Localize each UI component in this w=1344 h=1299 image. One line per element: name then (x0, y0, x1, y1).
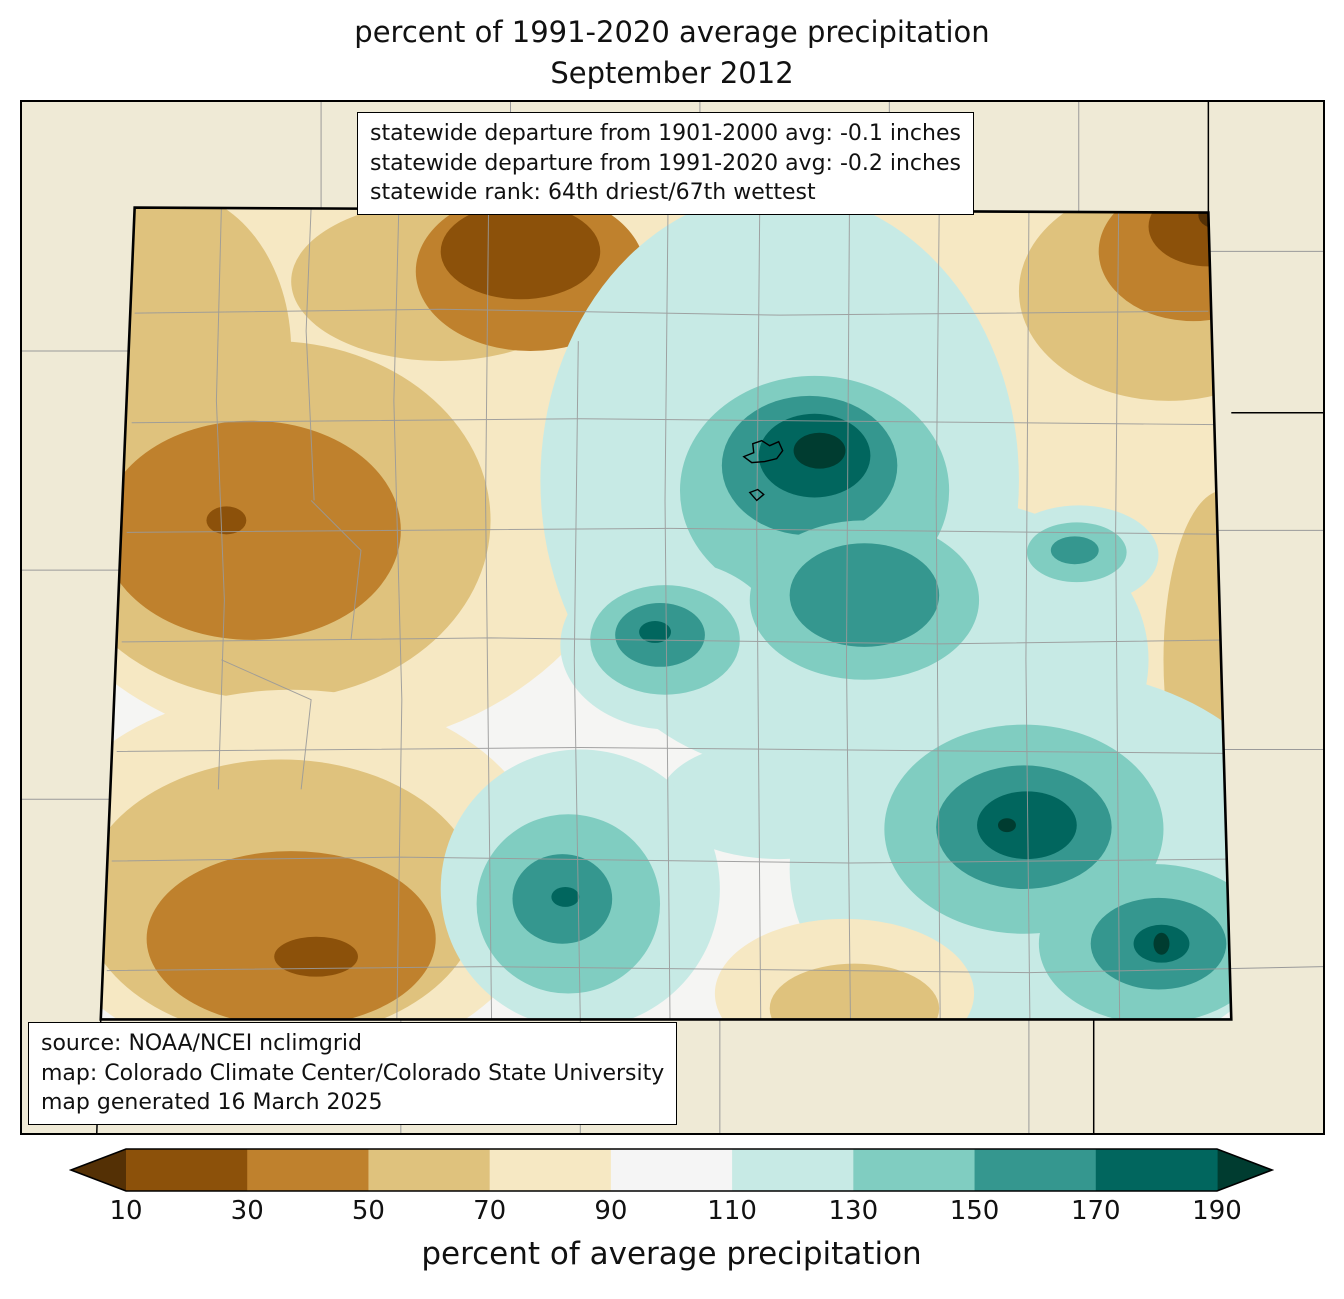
colorbar-tick-label: 170 (1070, 1196, 1121, 1226)
colorbar-tick-label: 150 (949, 1196, 1000, 1226)
colorbar-tick-label: 50 (351, 1196, 385, 1226)
colorbar-tick-label: 110 (707, 1196, 757, 1226)
colorbar-svg (68, 1148, 1275, 1192)
colorado-precipitation-map-svg (22, 102, 1323, 1133)
stats-line-1: statewide departure from 1901-2000 avg: … (370, 121, 961, 146)
denver-county-outline (742, 439, 784, 502)
colorbar-tick-label: 130 (828, 1196, 879, 1226)
source-line-3: map generated 16 March 2025 (41, 1090, 383, 1116)
stats-line-2: statewide departure from 1991-2020 avg: … (370, 150, 961, 176)
colorbar (68, 1147, 1275, 1193)
colorbar-tick-label: 70 (473, 1196, 507, 1226)
colorbar-outline (68, 1148, 1275, 1192)
county-lines (106, 207, 1232, 1020)
map-canvas: statewide departure from 1901-2000 avg: … (20, 100, 1325, 1135)
colorbar-axis-label: percent of average precipitation (421, 1236, 922, 1272)
source-credits-box: source: NOAA/NCEI nclimgrid map: Colorad… (28, 1021, 678, 1125)
title-line-2: September 2012 (550, 55, 794, 90)
colorbar-cells (71, 1149, 1272, 1191)
contour-fills (100, 207, 1232, 1020)
colorbar-ticks: 10 30 50 70 90 110 130 150 170 190 (69, 1196, 1274, 1230)
colorbar-tick-label: 90 (594, 1196, 628, 1226)
stats-line-3: statewide rank: 64th driest/67th wettest (370, 180, 816, 206)
colorbar-tick-label: 10 (109, 1196, 143, 1226)
title-line-1: percent of 1991-2020 average precipitati… (354, 15, 990, 49)
figure-title: percent of 1991-2020 average precipitati… (0, 12, 1344, 93)
statewide-stats-box: statewide departure from 1901-2000 avg: … (357, 112, 974, 216)
colorbar-tick-label: 30 (230, 1196, 264, 1226)
colorbar-tick-label: 190 (1192, 1196, 1242, 1226)
source-line-2: map: Colorado Climate Center/Colorado St… (41, 1060, 665, 1086)
source-line-1: source: NOAA/NCEI nclimgrid (41, 1030, 362, 1056)
